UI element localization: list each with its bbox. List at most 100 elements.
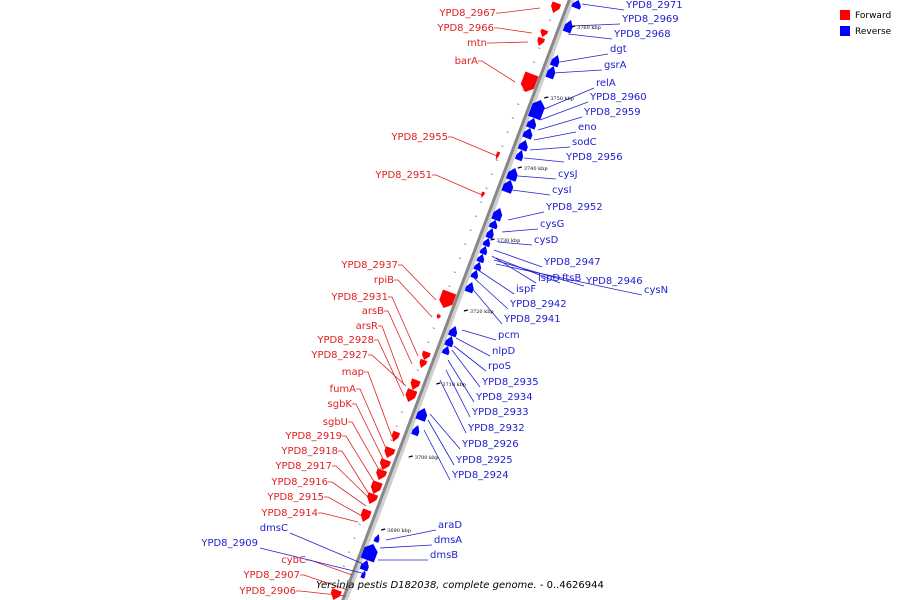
reverse-gene-label[interactable]: YPD8_2934	[475, 392, 533, 403]
reverse-gene-label[interactable]: YPD8_2926	[461, 439, 519, 450]
forward-gene-label[interactable]: YPD8_2966	[436, 23, 494, 34]
reverse-gene-arrow[interactable]	[526, 118, 537, 130]
forward-gene-arrow[interactable]	[422, 350, 431, 360]
reverse-gene-label[interactable]: YPD8_2947	[543, 257, 601, 268]
forward-gene-arrow[interactable]	[436, 314, 441, 319]
reverse-gene-label[interactable]: cysG	[540, 219, 564, 230]
reverse-gene-label[interactable]: cysD	[534, 235, 559, 246]
reverse-gene-arrow[interactable]	[485, 228, 494, 240]
reverse-gene-arrow[interactable]	[360, 570, 366, 579]
reverse-gene-arrow[interactable]	[470, 270, 479, 280]
reverse-gene-label[interactable]: sodC	[572, 137, 597, 148]
forward-gene-arrow[interactable]	[520, 71, 539, 92]
reverse-gene-label[interactable]: nlpD	[492, 346, 515, 357]
reverse-gene-arrow[interactable]	[444, 336, 454, 348]
reverse-gene-arrow[interactable]	[448, 326, 458, 338]
reverse-gene-label[interactable]: dgt	[610, 44, 627, 55]
reverse-gene-arrow[interactable]	[415, 408, 428, 422]
forward-gene-label[interactable]: YPD8_2918	[280, 446, 338, 457]
forward-gene-arrow[interactable]	[384, 446, 396, 458]
forward-gene-label[interactable]: mtn	[467, 38, 487, 49]
reverse-gene-arrow[interactable]	[476, 254, 485, 264]
reverse-gene-label[interactable]: YPD8_2932	[467, 423, 525, 434]
forward-gene-arrow[interactable]	[410, 378, 421, 390]
reverse-gene-arrow[interactable]	[545, 66, 556, 80]
reverse-gene-arrow[interactable]	[411, 425, 420, 437]
reverse-gene-label[interactable]: dmsC	[260, 523, 288, 534]
forward-gene-label[interactable]: YPD8_2955	[390, 132, 448, 143]
forward-gene-label[interactable]: YPD8_2928	[316, 335, 374, 346]
reverse-gene-arrow[interactable]	[473, 262, 482, 272]
reverse-gene-arrow[interactable]	[491, 208, 503, 222]
forward-gene-label[interactable]: YPD8_2931	[330, 292, 388, 303]
reverse-gene-arrow[interactable]	[571, 0, 581, 10]
forward-gene-arrow[interactable]	[405, 388, 418, 402]
reverse-gene-label[interactable]: relA	[596, 78, 616, 89]
reverse-gene-label[interactable]: YPD8_2960	[589, 92, 647, 103]
reverse-gene-label[interactable]: dmsB	[430, 550, 458, 561]
reverse-gene-label[interactable]: YPD8_2959	[583, 107, 641, 118]
forward-gene-arrow[interactable]	[439, 289, 457, 308]
reverse-gene-label[interactable]: YPD8_2941	[503, 314, 561, 325]
forward-gene-label[interactable]: YPD8_2951	[374, 170, 432, 181]
forward-gene-arrow[interactable]	[540, 28, 549, 37]
reverse-gene-label[interactable]: YPD8_2935	[481, 377, 539, 388]
reverse-gene-label[interactable]: dmsA	[434, 535, 462, 546]
forward-gene-arrow[interactable]	[330, 588, 342, 600]
forward-gene-label[interactable]: sgbU	[323, 417, 348, 428]
reverse-gene-label[interactable]: araD	[438, 520, 462, 531]
forward-gene-label[interactable]: arsR	[356, 321, 378, 332]
reverse-gene-arrow[interactable]	[488, 220, 498, 230]
reverse-gene-label[interactable]: ispF	[516, 284, 536, 295]
forward-gene-label[interactable]: YPD8_2906	[238, 586, 296, 597]
forward-gene-arrow[interactable]	[537, 36, 546, 46]
forward-gene-arrow[interactable]	[391, 430, 401, 442]
forward-gene-label[interactable]: YPD8_2914	[260, 508, 318, 519]
forward-gene-label[interactable]: YPD8_2915	[266, 492, 324, 503]
forward-gene-label[interactable]: YPD8_2967	[438, 8, 496, 19]
reverse-gene-arrow[interactable]	[514, 150, 524, 162]
reverse-gene-label[interactable]: YPD8_2969	[621, 14, 679, 25]
reverse-gene-arrow[interactable]	[527, 100, 545, 121]
forward-gene-arrow[interactable]	[419, 358, 428, 368]
reverse-gene-arrow[interactable]	[517, 140, 528, 152]
forward-gene-arrow[interactable]	[370, 480, 383, 494]
forward-gene-arrow[interactable]	[360, 508, 372, 522]
reverse-gene-label[interactable]: YPD8_2909	[200, 538, 258, 549]
reverse-gene-label[interactable]: cysI	[552, 185, 572, 196]
reverse-gene-arrow[interactable]	[562, 20, 573, 34]
forward-gene-label[interactable]: rpiB	[374, 275, 394, 286]
reverse-gene-label[interactable]: YPD8_2925	[455, 455, 513, 466]
reverse-gene-arrow[interactable]	[549, 55, 560, 68]
reverse-gene-arrow[interactable]	[359, 560, 369, 572]
forward-gene-label[interactable]: YPD8_2916	[270, 477, 328, 488]
reverse-gene-label[interactable]: pcm	[498, 330, 520, 341]
reverse-gene-arrow[interactable]	[522, 128, 533, 140]
reverse-gene-label[interactable]: cysN	[644, 285, 668, 296]
forward-gene-label[interactable]: fumA	[330, 384, 357, 395]
reverse-gene-label[interactable]: ispD	[538, 273, 560, 284]
forward-gene-label[interactable]: cybC	[281, 555, 306, 566]
reverse-gene-label[interactable]: YPD8_2942	[509, 299, 567, 310]
reverse-gene-arrow[interactable]	[360, 544, 378, 563]
forward-gene-label[interactable]: map	[342, 367, 364, 378]
reverse-gene-label[interactable]: YPD8_2956	[565, 152, 623, 163]
forward-gene-label[interactable]: YPD8_2937	[340, 260, 398, 271]
reverse-gene-label[interactable]: ftsB	[562, 273, 581, 284]
reverse-gene-label[interactable]: gsrA	[604, 60, 627, 71]
reverse-gene-arrow[interactable]	[441, 346, 450, 356]
forward-gene-arrow[interactable]	[551, 1, 562, 13]
reverse-gene-arrow[interactable]	[501, 180, 514, 194]
legend-item-forward[interactable]: Forward	[840, 10, 891, 21]
reverse-gene-label[interactable]: YPD8_2933	[471, 407, 529, 418]
reverse-gene-label[interactable]: YPD8_2971	[625, 0, 683, 11]
forward-gene-arrow[interactable]	[495, 151, 501, 160]
reverse-gene-arrow[interactable]	[505, 168, 518, 182]
reverse-gene-label[interactable]: YPD8_2952	[545, 202, 603, 213]
forward-gene-label[interactable]: sgbK	[328, 399, 353, 410]
forward-gene-label[interactable]: barA	[455, 56, 479, 67]
reverse-gene-arrow[interactable]	[373, 534, 380, 543]
reverse-gene-label[interactable]: YPD8_2946	[585, 276, 643, 287]
reverse-gene-label[interactable]: cysJ	[558, 169, 578, 180]
forward-gene-label[interactable]: YPD8_2917	[274, 461, 332, 472]
